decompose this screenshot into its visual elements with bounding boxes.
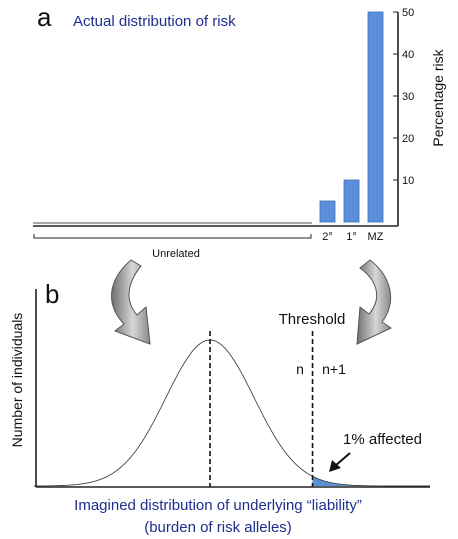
right-curved-arrow: [356, 259, 393, 345]
panel-a-ytick-label: 40: [402, 49, 414, 61]
threshold-label: Threshold: [279, 311, 346, 328]
bar-first-degree: [343, 179, 360, 223]
category-label: 2°: [322, 231, 333, 243]
category-label: 1°: [346, 231, 357, 243]
panel-b-xlabel-line1: Imagined distribution of underlying “lia…: [74, 497, 362, 514]
unrelated-bracket: [33, 234, 312, 239]
affected-label: 1% affected: [343, 431, 422, 448]
bar-mz: [367, 11, 384, 223]
panel-b-xlabel-line2: (burden of risk alleles): [144, 519, 292, 536]
unrelated-label: Unrelated: [152, 248, 200, 260]
n-plus-1-label: n+1: [322, 361, 346, 377]
n-label: n: [296, 361, 304, 377]
category-label: MZ: [368, 231, 384, 243]
panel-a-ytick-label: 30: [402, 91, 414, 103]
bar-second-degree: [319, 200, 336, 223]
liability-curve: [33, 339, 430, 487]
affected-area: [312, 476, 430, 486]
panel-a-ytick-label: 50: [402, 7, 414, 19]
panel-b-chart: [33, 331, 430, 487]
affected-pointer-arrow: [329, 452, 351, 472]
left-curved-arrow: [111, 259, 151, 345]
panel-a-chart: 10 20 30 40 50 Percentage risk 2° 1° MZ: [319, 7, 446, 243]
panel-a-title: Actual distribution of risk: [73, 13, 236, 30]
panel-a-ytick-label: 10: [402, 175, 414, 187]
panel-a-ytick-label: 20: [402, 133, 414, 145]
panel-b-letter: b: [45, 279, 59, 309]
panel-a-ylabel: Percentage risk: [430, 48, 446, 146]
panel-a-letter: a: [37, 2, 52, 32]
panel-b-ylabel: Number of individuals: [9, 313, 25, 448]
